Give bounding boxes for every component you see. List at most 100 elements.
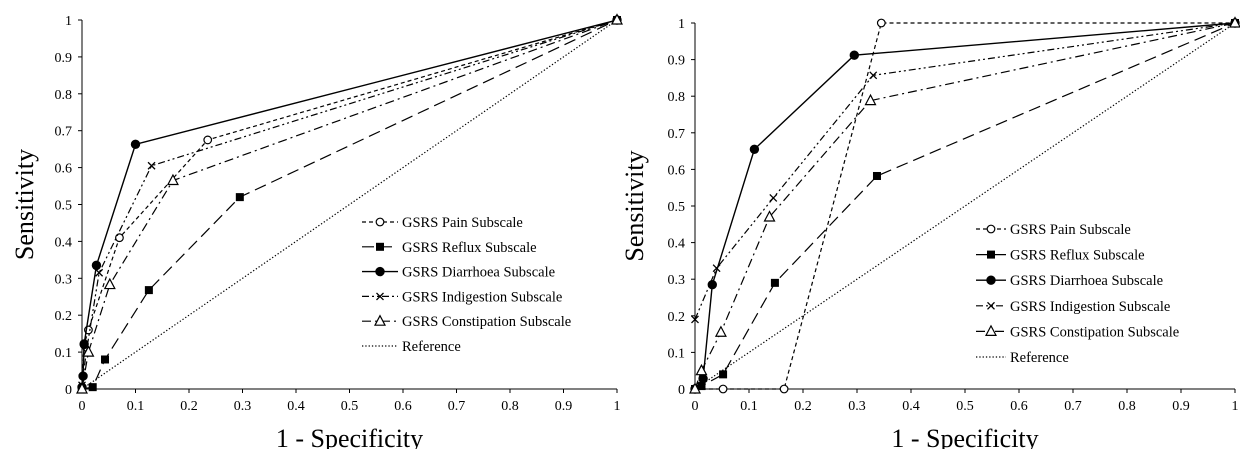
gsrs-constipation-subscale-point [82,345,95,357]
gsrs-constipation-subscale-point [763,210,776,222]
gsrs-pain-subscale-point [779,384,789,394]
gsrs-reflux-subscale-point [101,355,110,364]
y-tick-label: 0.4 [55,235,73,250]
x-tick-label: 0.6 [1010,399,1028,414]
legend-swatch-marker [375,266,385,277]
legend-item: GSRS Reflux Subscale [976,248,1145,264]
legend: GSRS Pain Subscale GSRS Reflux Subscale GS… [976,222,1179,366]
legend-swatch-marker [376,292,384,301]
x-tick-label: 0 [692,399,699,414]
x-tick-label: 0 [79,399,86,414]
legend-label: Reference [1010,350,1069,366]
gsrs-indigestion-subscale-point [691,315,699,324]
gsrs-constipation-subscale-point [864,93,877,106]
x-axis-title: 1 - Specificity [891,424,1038,449]
x-tick-label: 0.3 [848,399,866,414]
gsrs-pain-subscale-point [115,233,124,243]
legend-swatch-marker [375,217,385,227]
gsrs-diarrhoea-subscale-point [749,144,760,154]
gsrs-pain-subscale-point [203,135,213,145]
legend-item: GSRS Constipation Subscale [362,314,571,330]
legend-item: GSRS Diarrhoea Subscale [362,265,555,281]
gsrs-constipation-subscale-point [611,13,623,25]
y-tick-label: 0.2 [668,310,686,325]
x-tick-label: 0.7 [1064,399,1082,414]
y-tick-label: 0 [65,383,72,398]
x-tick-label: 1 [614,399,621,414]
x-tick-label: 0.4 [287,399,305,414]
legend-label: GSRS Constipation Subscale [402,314,571,330]
y-axis-title: Sensitivity [620,150,649,261]
x-tick-label: 0.2 [794,399,812,414]
x-tick-label: 0.8 [501,399,519,414]
legend-item: Reference [362,339,461,355]
legend-swatch-marker [376,242,384,251]
x-tick-label: 1 [1232,399,1239,414]
series-reference [81,19,618,390]
gsrs-reflux-subscale-point [697,382,706,391]
gsrs-diarrhoea-subscale-point [79,339,89,349]
gsrs-constipation-subscale-line [81,19,618,390]
y-tick-label: 0.3 [55,272,73,287]
y-tick-label: 0.7 [55,125,73,140]
x-tick-label: 0.1 [740,399,758,414]
x-tick-label: 0.5 [341,399,359,414]
y-tick-label: 0 [678,383,685,398]
gsrs-constipation-subscale-point [166,173,179,186]
y-axis-title: Sensitivity [10,149,39,260]
x-tick-label: 0.7 [448,399,466,414]
series-gsrs-pain-subscale [77,15,622,394]
legend-item: GSRS Constipation Subscale [976,324,1179,340]
y-tick-label: 0.8 [668,90,686,105]
series-gsrs-reflux-subscale [78,16,621,393]
gsrs-reflux-subscale-point [770,278,779,287]
y-tick-label: 0.3 [668,273,686,288]
legend-label: GSRS Diarrhoea Subscale [402,265,555,281]
legend-label: GSRS Pain Subscale [402,215,523,231]
gsrs-pain-subscale-point [718,384,728,394]
legend-item: GSRS Diarrhoea Subscale [976,273,1163,289]
legend-swatch-marker [374,314,386,326]
legend-label: GSRS Indigestion Subscale [1010,299,1170,315]
x-tick-label: 0.1 [127,399,145,414]
y-tick-label: 0.5 [668,200,686,215]
gsrs-diarrhoea-subscale-point [91,260,102,271]
roc-chart-left: 0 0.1 0.2 0.3 0.4 0.5 0.6 0.7 0.8 0.9 1 0 0.1 0.2 0.3 0… [10,13,623,449]
legend-label: GSRS Pain Subscale [1010,222,1131,238]
legend-label: GSRS Indigestion Subscale [402,289,562,305]
y-tick-label: 0.2 [55,309,73,324]
gsrs-constipation-subscale-point [103,277,116,290]
gsrs-reflux-subscale-point [235,193,244,202]
series-gsrs-constipation-subscale [689,16,1240,394]
legend-label: GSRS Reflux Subscale [402,240,537,256]
gsrs-constipation-subscale-point [695,363,708,376]
legend-swatch-marker [986,224,996,234]
gsrs-constipation-subscale-point [714,325,727,337]
x-tick-label: 0.9 [555,399,573,414]
x-tick-label: 0.6 [394,399,412,414]
legend-item: GSRS Reflux Subscale [362,240,537,256]
legend-swatch-marker [987,301,995,310]
reference-line [81,19,618,390]
x-tick-label: 0.5 [956,399,974,414]
legend-swatch-marker [986,275,996,285]
x-tick-label: 0.9 [1172,399,1190,414]
legend-item: GSRS Indigestion Subscale [362,289,562,305]
y-tick-label: 0.4 [668,237,686,252]
gsrs-constipation-subscale-point [689,382,701,394]
x-axis-title: 1 - Specificity [276,424,423,449]
gsrs-diarrhoea-subscale-point [130,139,141,150]
legend-label: GSRS Constipation Subscale [1010,324,1179,340]
series-gsrs-constipation-subscale [76,13,623,394]
gsrs-reflux-subscale-point [144,286,153,295]
y-tick-label: 1 [678,17,685,32]
legend-swatch-marker [987,250,995,259]
gsrs-diarrhoea-subscale-line [81,19,618,388]
legend-swatch-marker [985,324,997,336]
y-tick-label: 0.9 [668,54,686,69]
roc-chart-right: 0 0.1 0.2 0.3 0.4 0.5 0.6 0.7 0.8 0.9 1 0 0.1 0.2 0.3 0… [620,16,1240,449]
y-tick-label: 0.1 [668,346,686,361]
legend: GSRS Pain Subscale GSRS Reflux Subscale GS… [362,215,571,355]
y-tick-label: 0.6 [55,162,73,177]
y-tick-label: 0.6 [668,163,686,178]
